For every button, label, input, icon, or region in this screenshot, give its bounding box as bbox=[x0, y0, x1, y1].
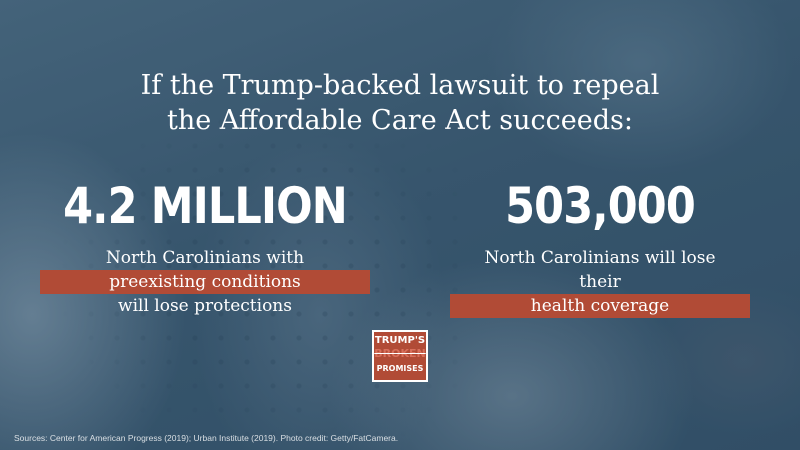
stat-value: 4.2 MILLION bbox=[63, 177, 348, 235]
trumps-broken-promises-logo: TRUMP'S BROKEN PROMISES bbox=[372, 330, 428, 382]
highlight-badge: preexisting conditions bbox=[40, 270, 370, 294]
stat-health-coverage: 503,000 North Carolinians will lose thei… bbox=[450, 176, 750, 318]
stat-desc-line-1: North Carolinians with bbox=[105, 248, 305, 268]
stat-description: North Carolinians will lose their health… bbox=[450, 246, 750, 318]
headline-line-2: the Affordable Care Act succeeds: bbox=[167, 105, 633, 136]
stat-desc-line-2: preexisting conditions bbox=[40, 270, 370, 294]
logo-line-3: PROMISES bbox=[376, 364, 424, 373]
stat-desc-line-2: their health coverage bbox=[450, 270, 750, 318]
highlight-badge: health coverage bbox=[450, 294, 750, 318]
stat-desc-line-3: will lose protections bbox=[118, 296, 292, 316]
source-credit: Sources: Center for American Progress (2… bbox=[14, 433, 399, 443]
stat-desc-line-1: North Carolinians will lose bbox=[484, 248, 716, 268]
stat-preexisting-conditions: 4.2 MILLION North Carolinians with preex… bbox=[40, 176, 370, 318]
stat-value: 503,000 bbox=[505, 177, 696, 235]
stat-desc-prefix: their bbox=[579, 272, 621, 292]
logo-line-2: BROKEN bbox=[374, 347, 426, 360]
stat-description: North Carolinians with preexisting condi… bbox=[40, 246, 370, 318]
logo-line-1: TRUMP'S bbox=[374, 335, 426, 346]
headline-line-1: If the Trump-backed lawsuit to repeal bbox=[140, 70, 660, 101]
headline: If the Trump-backed lawsuit to repeal th… bbox=[0, 68, 800, 138]
